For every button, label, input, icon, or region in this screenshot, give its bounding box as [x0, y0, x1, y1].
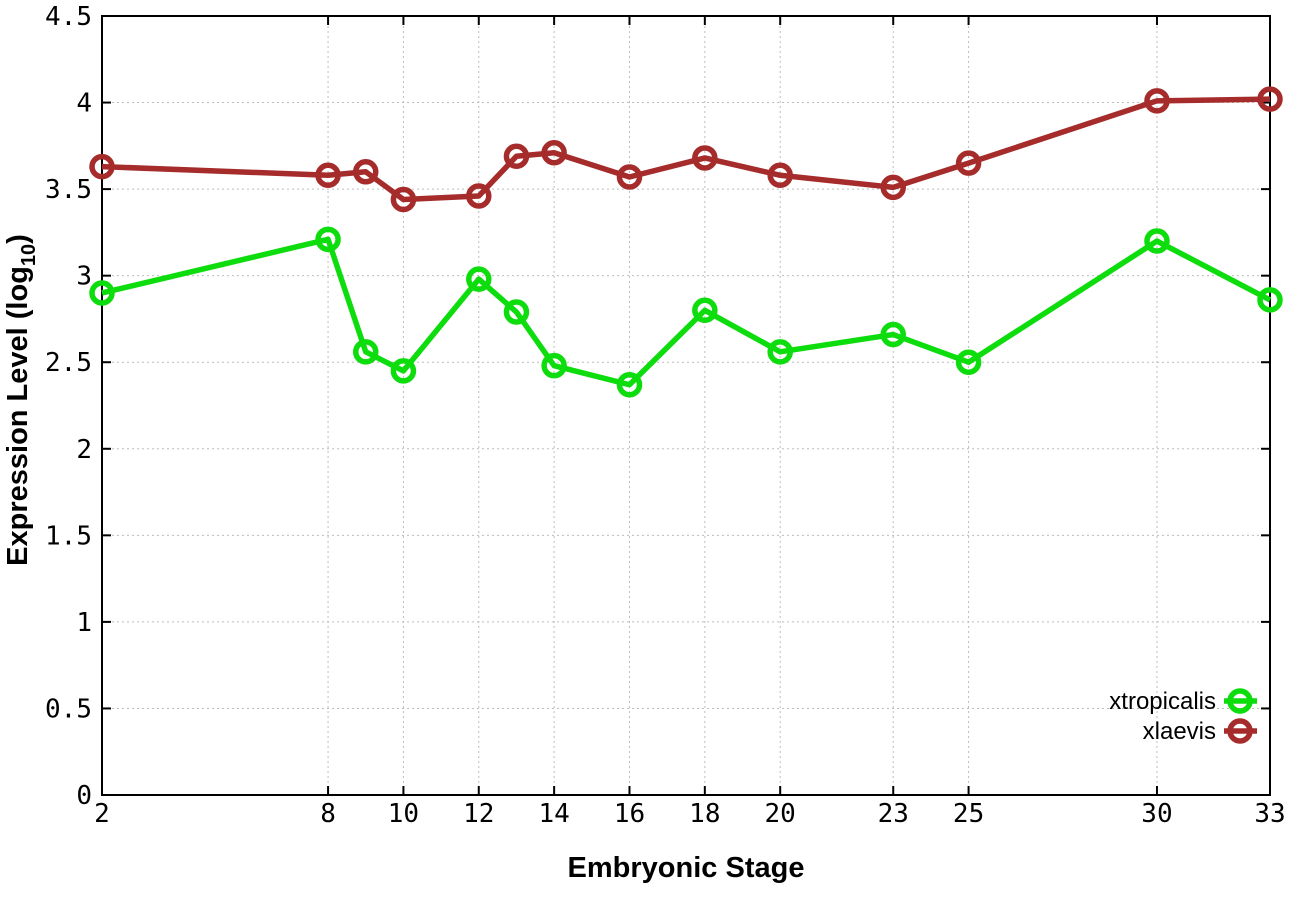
x-tick-label: 2: [94, 799, 110, 829]
marker-xtropicalis: [955, 349, 982, 375]
marker-xtropicalis: [880, 321, 906, 348]
x-tick-label: 8: [320, 799, 336, 829]
y-tick-label: 3: [76, 262, 92, 292]
marker-xtropicalis: [390, 358, 417, 384]
marker-xtropicalis: [541, 352, 567, 379]
marker-xtropicalis: [315, 226, 341, 253]
y-tick-label: 3.5: [45, 175, 92, 205]
y-tick-label: 2: [76, 435, 92, 465]
marker-xlaevis: [955, 150, 982, 176]
series-line-xlaevis: [101, 96, 1271, 203]
x-tick-label: 30: [1141, 799, 1172, 829]
x-tick-label: 33: [1254, 799, 1285, 829]
marker-xtropicalis: [89, 280, 115, 306]
x-tick-label: 12: [463, 799, 494, 829]
marker-xlaevis: [880, 174, 906, 201]
x-tick-label: 14: [538, 799, 569, 829]
y-axis-title-subscript: 10: [18, 244, 40, 266]
y-tick-label: 0.5: [45, 694, 92, 724]
marker-xlaevis: [315, 162, 341, 189]
marker-xlaevis: [352, 159, 379, 185]
y-tick-label: 1: [76, 608, 92, 638]
x-tick-label: 10: [388, 799, 419, 829]
marker-xlaevis: [541, 140, 567, 166]
marker-xlaevis: [89, 153, 115, 180]
chart-layer: 0 0.5 1 1.5 2 2.5 3 3.5 4 4.5 2 8 10 12 14 16 18 20 23 25 30…: [45, 2, 1286, 829]
plot-border: [101, 15, 1271, 796]
y-tick-label: 4.5: [45, 2, 92, 32]
marker-xlaevis: [503, 143, 530, 169]
x-tick-label: 18: [689, 799, 720, 829]
marker-xlaevis: [767, 162, 793, 189]
marker-xlaevis: [692, 145, 718, 171]
marker-xtropicalis: [1144, 228, 1170, 254]
marker-xtropicalis: [352, 339, 379, 365]
marker-xtropicalis: [767, 339, 793, 365]
marker-xlaevis: [466, 183, 492, 209]
y-axis-title-prefix: Expression Level (log: [2, 266, 34, 566]
y-tick-label: 0: [76, 781, 92, 811]
x-tick-label: 23: [878, 799, 909, 829]
legend-label-xlaevis: xlaevis: [1143, 718, 1216, 745]
x-tick-label: 20: [765, 799, 796, 829]
marker-xlaevis: [616, 164, 643, 190]
x-tick-label: 25: [953, 799, 984, 829]
y-axis-title: Expression Level (log10): [2, 234, 40, 566]
y-tick-label: 4: [76, 89, 92, 119]
legend-marker-xtropicalis: [1227, 688, 1253, 714]
y-tick-label: 2.5: [45, 348, 92, 378]
x-axis-title: Embryonic Stage: [568, 852, 805, 884]
marker-xlaevis: [1144, 88, 1170, 114]
marker-xlaevis: [1257, 86, 1283, 112]
marker-xtropicalis: [616, 371, 643, 398]
marker-xtropicalis: [1257, 287, 1283, 313]
legend-label-xtropicalis: xtropicalis: [1109, 688, 1216, 715]
x-tick-label: 16: [614, 799, 645, 829]
y-tick-label: 1.5: [45, 521, 92, 551]
marker-xtropicalis: [503, 299, 530, 325]
marker-xtropicalis: [466, 266, 492, 292]
marker-xtropicalis: [692, 297, 718, 324]
marker-xlaevis: [390, 186, 417, 213]
legend-marker-xlaevis: [1227, 718, 1253, 744]
y-axis-title-suffix: ): [2, 234, 34, 244]
series-line-xtropicalis: [101, 236, 1272, 388]
